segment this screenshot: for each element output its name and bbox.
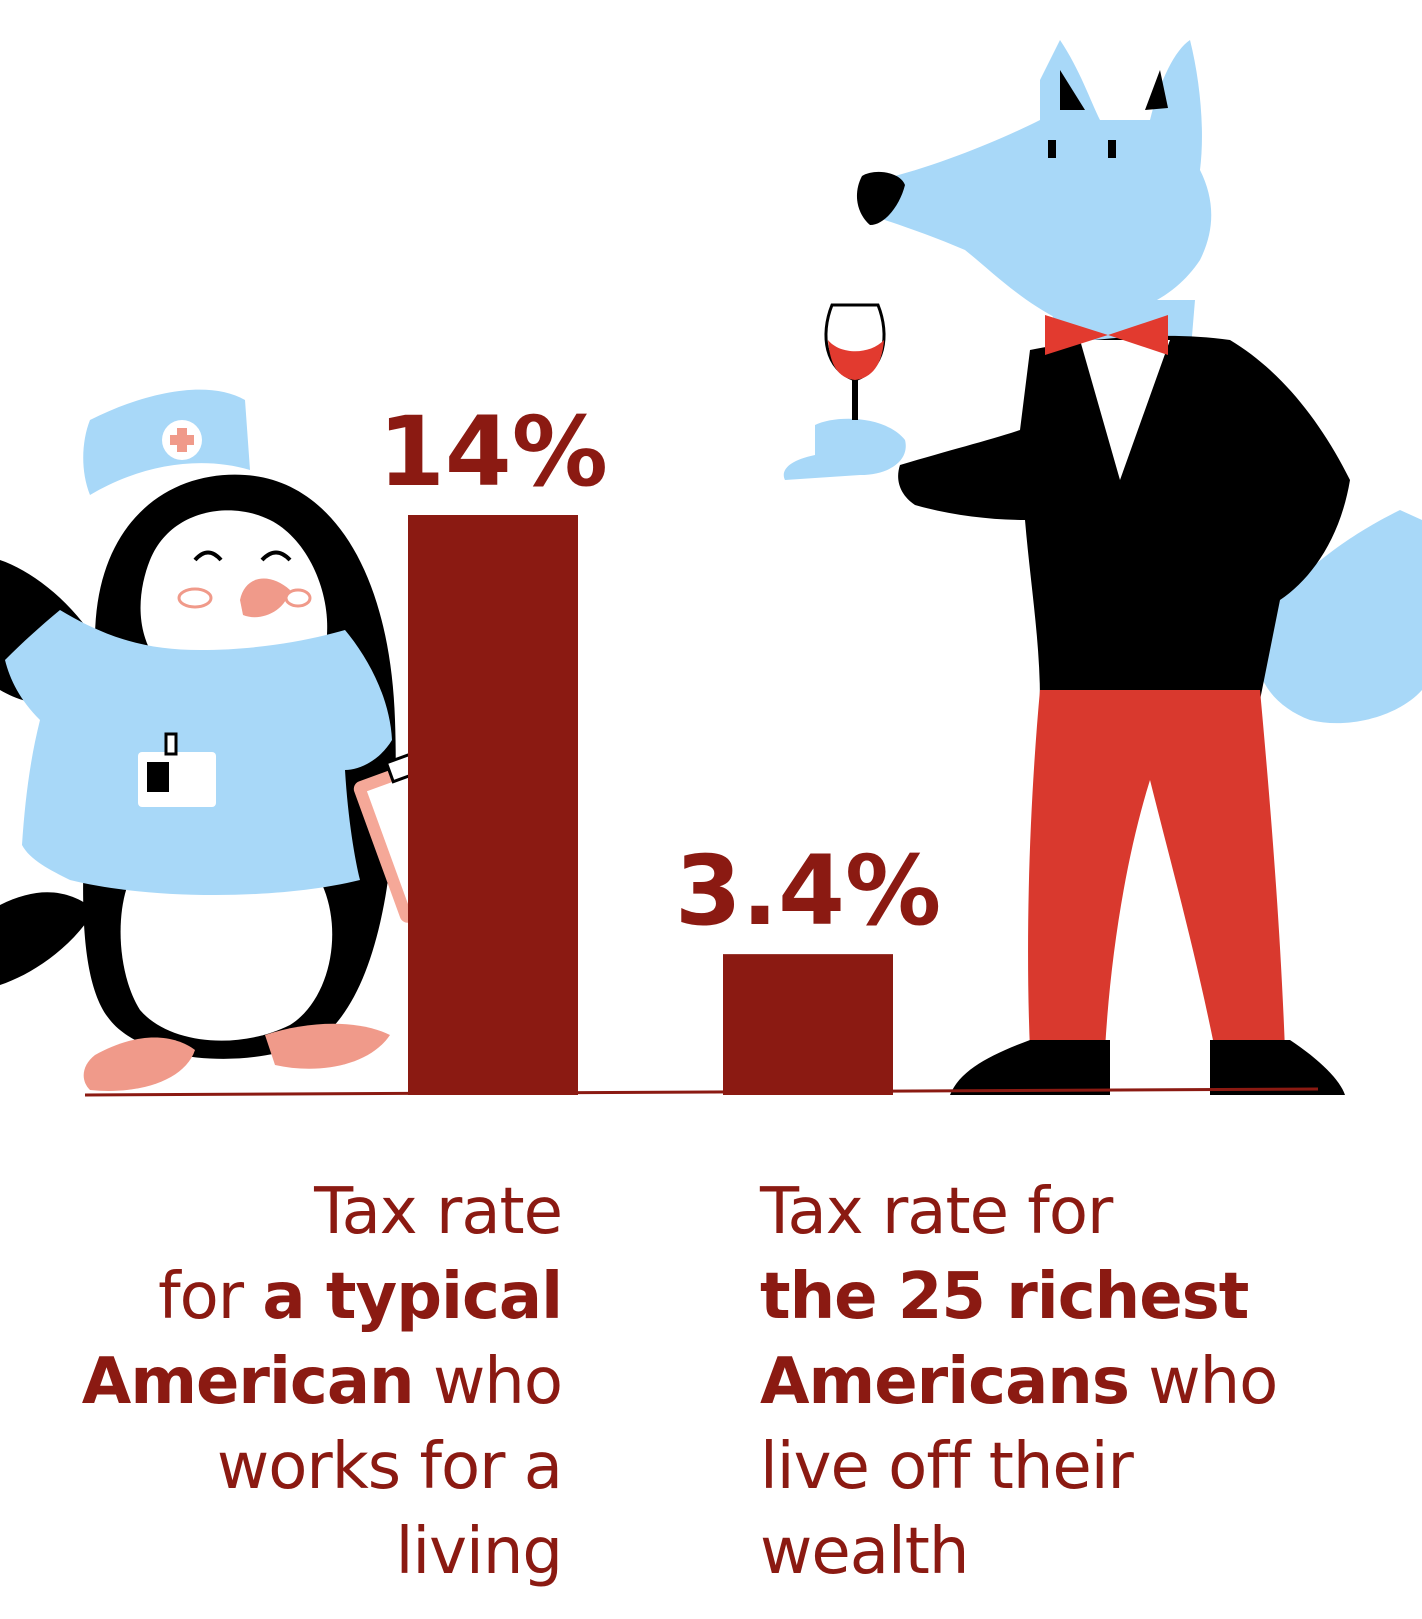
- category-label-text: who: [413, 1345, 563, 1419]
- category-label-emphasis: a typical: [262, 1260, 563, 1334]
- category-label-line: live off their: [760, 1430, 1134, 1504]
- category-label-emphasis: the 25 richest: [760, 1260, 1249, 1334]
- bar-1: [408, 515, 578, 1095]
- category-label-richest-americans: Tax rate for the 25 richest Americans wh…: [760, 1170, 1380, 1595]
- wolf-in-tuxedo-illustration: [783, 40, 1422, 1095]
- category-label-typical-american: Tax rate for a typical American who work…: [42, 1170, 563, 1595]
- category-label-line: Tax rate: [314, 1175, 563, 1249]
- category-label-line: Americans who: [760, 1340, 1380, 1425]
- category-label-emphasis: Americans: [760, 1345, 1130, 1419]
- category-label-text: who: [1128, 1345, 1278, 1419]
- value-label-2: 3.4%: [675, 835, 941, 947]
- category-label-line: Tax rate for: [760, 1175, 1113, 1249]
- category-label-line: for a typical: [42, 1255, 563, 1340]
- category-label-line: the 25 richest: [760, 1255, 1380, 1340]
- bar-2: [723, 954, 893, 1095]
- x-axis-baseline: [84, 1087, 1319, 1097]
- value-label-1: 14%: [378, 396, 608, 508]
- category-label-line: American who: [42, 1340, 563, 1425]
- category-label-emphasis: American: [81, 1345, 415, 1419]
- category-label-line: living: [395, 1515, 563, 1589]
- category-label-text: for: [158, 1260, 263, 1334]
- penguin-nurse-illustration: [0, 389, 514, 1091]
- category-label-line: wealth: [760, 1515, 969, 1589]
- category-label-line: works for a: [216, 1430, 563, 1504]
- chart-layer: 14% 3.4%: [84, 396, 1319, 1097]
